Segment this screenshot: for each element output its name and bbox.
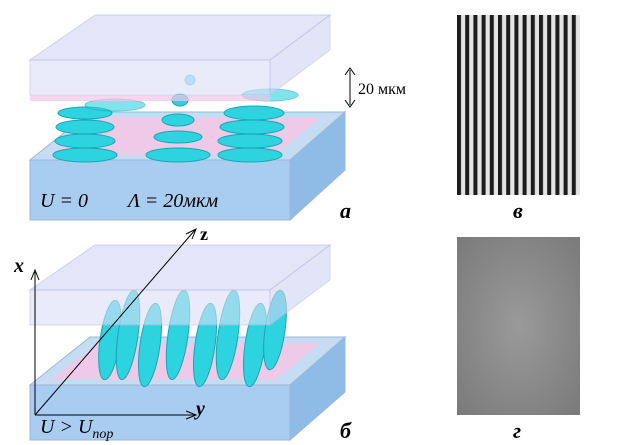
shape [154, 131, 202, 143]
panel-b: x y z U > Uпор б [13, 224, 352, 443]
panel-b-panel-letter: б [340, 418, 352, 443]
shape [218, 134, 282, 148]
voltage-label-main: U > U [40, 416, 94, 438]
panel-a-period-label: Λ = 20мкм [126, 190, 218, 212]
shape [146, 148, 210, 162]
gray-image [457, 237, 580, 415]
panel-a-thickness-label: 20 мкм [358, 81, 406, 98]
shape [55, 134, 115, 148]
panel-b-axis-x: x [13, 255, 24, 277]
shape [162, 114, 194, 126]
figure: 20 мкм U = 0 Λ = 20мкм а x y z [0, 0, 631, 445]
shape [30, 95, 270, 101]
panel-b-axis-z: z [200, 224, 208, 244]
panel-a-panel-letter: а [340, 198, 351, 223]
panel-a-voltage-label: U = 0 [40, 190, 88, 212]
shape [53, 148, 117, 162]
panel-v-panel-letter: в [513, 198, 523, 223]
panel-b-axis-y: y [194, 398, 205, 420]
shape [345, 68, 355, 107]
shape [218, 148, 282, 162]
shape [220, 120, 284, 134]
shape [224, 106, 284, 120]
shape [30, 60, 270, 95]
shape [30, 290, 270, 325]
voltage-label-subscript: пор [92, 427, 113, 442]
panel-g-panel-letter: г [513, 418, 521, 443]
panel-a: 20 мкм U = 0 Λ = 20мкм а [30, 15, 406, 223]
stripe-image [457, 15, 580, 195]
shape [56, 120, 114, 134]
